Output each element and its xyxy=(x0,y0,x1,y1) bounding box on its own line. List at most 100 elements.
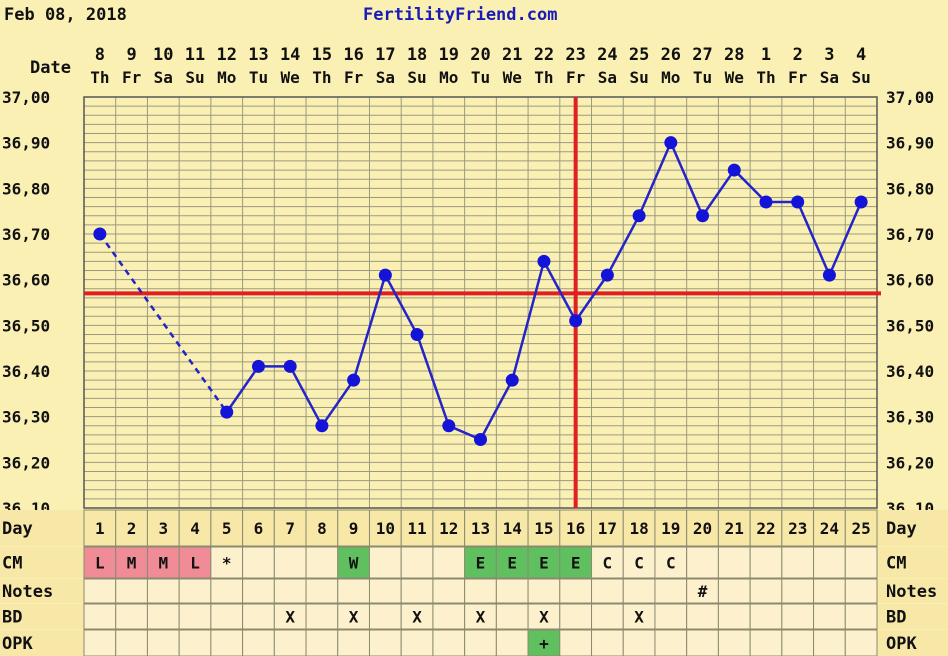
date-header: 8Th9Fr10Sa11Su12Mo13Tu14We15Th16Fr17Sa18… xyxy=(90,45,871,87)
row-cell xyxy=(146,546,180,579)
row-cell xyxy=(337,578,370,604)
weekday-label: Sa xyxy=(820,68,839,87)
date-label: 10 xyxy=(153,45,173,65)
row-cell xyxy=(844,509,878,547)
day-number: 6 xyxy=(254,519,264,538)
y-tick-label-left: 37,00 xyxy=(2,88,50,107)
weekday-label: Su xyxy=(185,68,204,87)
temperature-point xyxy=(315,419,329,433)
cell-value: X xyxy=(539,608,549,627)
row-label-left: BD xyxy=(2,608,22,628)
series-line xyxy=(733,169,767,203)
row-cell xyxy=(178,603,212,630)
date-label: 18 xyxy=(407,45,427,65)
day-number: 9 xyxy=(349,519,359,538)
weekday-label: Mo xyxy=(439,68,458,87)
series-line xyxy=(828,201,863,276)
weekday-label: We xyxy=(281,68,300,87)
date-label: 25 xyxy=(629,45,649,65)
cell-value: X xyxy=(285,608,295,627)
row-cell xyxy=(210,509,244,547)
chart-date: Feb 08, 2018 xyxy=(4,5,127,25)
row-cell xyxy=(273,629,307,656)
y-tick-label-right: 36,80 xyxy=(886,179,934,198)
date-label: 8 xyxy=(95,45,105,65)
row-cell xyxy=(527,578,561,604)
cell-value: L xyxy=(190,554,200,573)
y-tick-label-right: 36,90 xyxy=(886,134,934,153)
date-label: 12 xyxy=(216,45,236,65)
day-number: 24 xyxy=(820,519,839,538)
row-cell xyxy=(717,546,751,579)
weekday-label: We xyxy=(725,68,744,87)
cell-value: E xyxy=(571,554,581,573)
row-cell xyxy=(305,578,339,604)
row-cell xyxy=(686,509,719,547)
row-cell xyxy=(464,578,497,604)
row-cell xyxy=(622,509,656,547)
cell-value: M xyxy=(158,554,168,573)
temperature-point xyxy=(759,195,773,209)
row-cell xyxy=(654,509,688,547)
day-number: 13 xyxy=(471,519,490,538)
series-line xyxy=(669,142,704,217)
y-tick-label-right: 36,30 xyxy=(886,408,934,427)
series-line xyxy=(225,365,260,413)
row-label-right: Notes xyxy=(886,582,937,602)
date-label: 22 xyxy=(534,45,554,65)
row-cell xyxy=(559,603,593,630)
y-tick-label-left: 36,90 xyxy=(2,134,50,153)
date-label: 21 xyxy=(502,45,522,65)
row-cell xyxy=(559,578,593,604)
row-cell xyxy=(242,578,275,604)
row-cell xyxy=(622,629,656,656)
plot-area xyxy=(84,97,877,508)
cell-value: E xyxy=(507,554,517,573)
row-cell xyxy=(337,629,370,656)
series-line xyxy=(574,274,609,322)
row-cell xyxy=(83,578,117,604)
row-cell xyxy=(464,629,497,656)
cell-value: + xyxy=(539,634,549,653)
date-label: 16 xyxy=(343,45,363,65)
temperature-point xyxy=(632,209,646,223)
row-cell xyxy=(717,578,751,604)
day-number: 20 xyxy=(693,519,712,538)
row-cell xyxy=(400,509,434,547)
row-cell xyxy=(559,546,593,579)
series-line xyxy=(479,379,514,441)
row-cell xyxy=(686,578,719,604)
day-number: 23 xyxy=(788,519,807,538)
y-tick-label-right: 37,00 xyxy=(886,88,934,107)
day-number: 7 xyxy=(285,519,295,538)
series-line xyxy=(701,169,736,217)
row-cell xyxy=(781,629,815,656)
row-cell xyxy=(495,546,529,579)
row-cell xyxy=(210,603,244,630)
row-cell xyxy=(305,546,339,579)
temperature-point xyxy=(791,195,805,209)
weekday-label: Su xyxy=(852,68,871,87)
row-cell xyxy=(591,546,624,579)
row-cell xyxy=(242,546,275,579)
row-cell xyxy=(686,546,719,579)
row-cell xyxy=(400,603,434,630)
row-cell xyxy=(527,629,561,656)
cell-value: W xyxy=(349,554,359,573)
row-cell xyxy=(242,603,275,630)
date-label: 4 xyxy=(856,45,866,65)
row-label-left: Notes xyxy=(2,582,53,602)
row-label-left: OPK xyxy=(2,634,33,654)
weekday-label: Fr xyxy=(122,68,141,87)
y-tick-label-left: 36,80 xyxy=(2,179,50,198)
row-label-left: Day xyxy=(2,519,33,539)
cell-value: M xyxy=(127,554,137,573)
weekday-label: Mo xyxy=(661,68,680,87)
temperature-point xyxy=(93,227,107,241)
weekday-label: Th xyxy=(756,68,775,87)
row-cell xyxy=(146,629,180,656)
row-cell xyxy=(432,509,466,547)
plot-border xyxy=(83,96,878,509)
row-cell xyxy=(495,578,529,604)
